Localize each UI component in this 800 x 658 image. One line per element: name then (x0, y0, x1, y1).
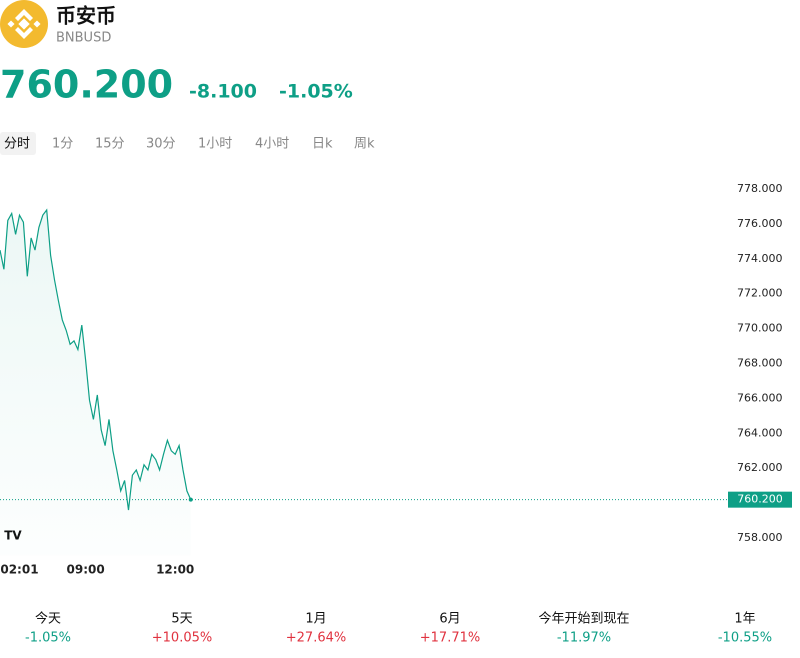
period-change: +17.71% (420, 631, 480, 646)
y-tick-label: 768.000 (737, 357, 783, 370)
logo (0, 0, 48, 48)
y-tick-label: 762.000 (737, 461, 783, 474)
y-tick-label: 776.000 (737, 217, 783, 230)
period-label[interactable]: 6月 (439, 612, 460, 627)
period-change: +10.05% (152, 631, 212, 646)
y-tick-label: 772.000 (737, 287, 783, 300)
asset-name: 币安币 (56, 4, 116, 28)
timeframe-tab[interactable]: 15分 (95, 137, 125, 152)
y-tick-label: 766.000 (737, 391, 783, 404)
x-tick-label: 12:00 (156, 563, 194, 577)
last-point (188, 497, 193, 502)
price-change: -8.100 (189, 81, 257, 103)
x-tick-label: 09:00 (67, 563, 105, 577)
asset-symbol: BNBUSD (56, 31, 111, 46)
timeframe-tab[interactable]: 周k (354, 137, 375, 152)
period-label[interactable]: 今年开始到现在 (538, 611, 629, 627)
timeframe-tab[interactable]: 1分 (52, 137, 73, 152)
period-label[interactable]: 5天 (171, 612, 192, 627)
timeframe-tab[interactable]: 30分 (146, 137, 176, 152)
y-tick-label: 774.000 (737, 252, 783, 265)
y-tick-label: 770.000 (737, 322, 783, 335)
last-price-label: 760.200 (737, 493, 783, 506)
price-change-pct: -1.05% (279, 81, 353, 103)
period-label[interactable]: 今天 (35, 611, 61, 627)
period-change: -11.97% (557, 631, 611, 646)
period-label[interactable]: 1月 (305, 612, 326, 627)
active-tab-bg (0, 132, 36, 155)
timeframe-tab[interactable]: 1小时 (198, 137, 232, 152)
timeframe-tab[interactable]: 分时 (4, 137, 30, 152)
period-change: +27.64% (286, 631, 346, 646)
y-tick-label: 778.000 (737, 182, 783, 195)
last-price-box (728, 491, 792, 508)
timeframe-tab[interactable]: 日k (312, 137, 333, 152)
y-tick-label: 758.000 (737, 531, 783, 544)
timeframe-tab[interactable]: 4小时 (255, 137, 289, 152)
period-label[interactable]: 1年 (734, 612, 755, 627)
price-line (0, 208, 192, 511)
period-change: -10.55% (718, 631, 772, 646)
period-change: -1.05% (25, 631, 71, 646)
price: 760.200 (0, 63, 173, 107)
y-tick-label: 764.000 (737, 426, 783, 439)
x-tick-label: 02:01 (0, 563, 38, 577)
